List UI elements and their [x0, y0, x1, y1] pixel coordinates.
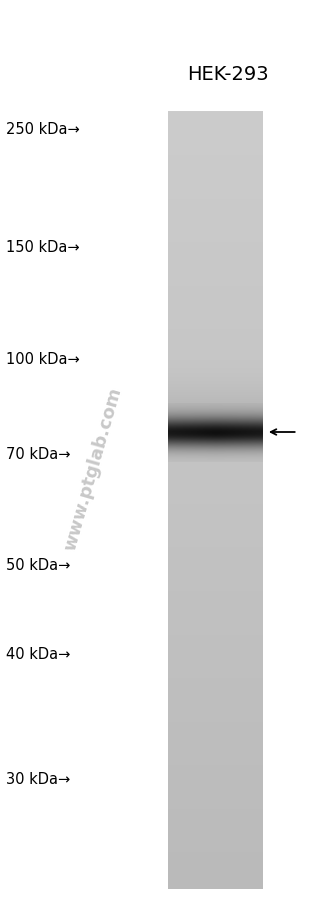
- Text: 150 kDa→: 150 kDa→: [6, 240, 80, 255]
- Text: 100 kDa→: 100 kDa→: [6, 352, 80, 367]
- Text: 250 kDa→: 250 kDa→: [6, 123, 80, 137]
- Text: 30 kDa→: 30 kDa→: [6, 771, 70, 787]
- Text: 40 kDa→: 40 kDa→: [6, 647, 71, 662]
- Text: HEK-293: HEK-293: [187, 66, 269, 85]
- Text: 50 kDa→: 50 kDa→: [6, 557, 71, 573]
- Text: www.ptglab.com: www.ptglab.com: [61, 385, 125, 553]
- Text: 70 kDa→: 70 kDa→: [6, 447, 71, 462]
